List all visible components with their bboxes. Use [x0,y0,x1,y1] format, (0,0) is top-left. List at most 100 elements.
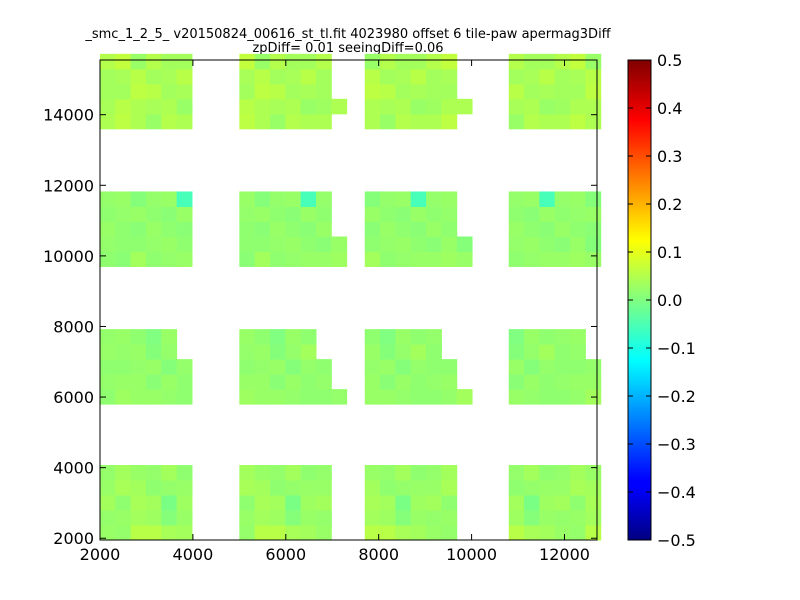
colorbar-tick-label: −0.4 [657,483,696,502]
heatmap-cell [115,329,132,345]
heatmap-cell [524,68,540,85]
heatmap-cell [410,113,427,130]
heatmap-cell [100,389,116,405]
heatmap-cell [441,510,458,526]
heatmap-cell [539,374,556,390]
heatmap-cell [410,53,427,70]
heatmap-cell [456,98,473,115]
heatmap-cell [161,344,178,360]
heatmap-cell [380,510,396,526]
heatmap-cell [508,465,525,481]
heatmap-cell [524,83,540,100]
heatmap-cell [239,525,256,541]
heatmap-cell [426,83,442,100]
heatmap-cell [100,191,116,207]
heatmap-cell [315,389,332,405]
heatmap-cell [239,495,256,511]
heatmap-cell [161,251,178,267]
heatmap-cell [539,251,556,267]
heatmap-cell [100,236,116,252]
heatmap-cell [100,510,116,526]
heatmap-cell [539,465,556,481]
heatmap-cell [115,83,132,100]
heatmap-cell [524,495,540,511]
heatmap-cell [161,525,178,541]
heatmap-cell [300,525,317,541]
heatmap-cell [585,68,602,85]
colorbar-tick-label: −0.1 [657,339,696,358]
heatmap-cell [554,98,571,115]
heatmap-cell [508,236,525,252]
heatmap-cell [395,68,412,85]
heatmap-cell [145,53,162,70]
heatmap-cell [364,359,381,375]
heatmap-cell [115,374,132,390]
heatmap-cell [508,389,525,405]
heatmap-cell [395,113,412,130]
heatmap-cell [300,206,317,222]
heatmap-cell [524,98,540,115]
heatmap-cell [130,465,147,481]
heatmap-cell [395,480,412,496]
heatmap-cell [145,480,162,496]
heatmap-cell [254,206,271,222]
heatmap-cell [145,495,162,511]
heatmap-cell [395,510,412,526]
heatmap-cell [508,495,525,511]
heatmap-cell [539,206,556,222]
heatmap-cell [554,510,571,526]
heatmap-cell [176,495,193,511]
heatmap-cell [100,329,116,345]
heatmap-cell [161,221,178,237]
heatmap-cell [508,344,525,360]
heatmap-cell [410,374,427,390]
heatmap-cell [176,510,193,526]
heatmap-cells [100,53,602,541]
heatmap-cell [410,236,427,252]
heatmap-cell [554,480,571,496]
heatmap-cell [508,53,525,70]
heatmap-cell [441,465,458,481]
heatmap-cell [441,98,458,115]
heatmap-cell [380,344,396,360]
heatmap-cell [539,495,556,511]
heatmap-cell [426,329,442,345]
heatmap-cell [524,465,540,481]
heatmap-cell [254,344,271,360]
heatmap-cell [554,374,571,390]
heatmap-cell [270,495,286,511]
heatmap-cell [130,68,147,85]
heatmap-cell [426,525,442,541]
heatmap-cell [300,83,317,100]
heatmap-cell [554,236,571,252]
heatmap-cell [254,113,271,130]
heatmap-cell [441,221,458,237]
heatmap-cell [130,83,147,100]
heatmap-cell [395,465,412,481]
heatmap-cell [554,344,571,360]
heatmap-cell [239,206,256,222]
heatmap-cell [508,98,525,115]
heatmap-cell [364,525,381,541]
heatmap-cell [176,98,193,115]
heatmap-cell [524,251,540,267]
heatmap-cell [539,344,556,360]
heatmap-cell [508,68,525,85]
heatmap-cell [130,206,147,222]
heatmap-cell [130,480,147,496]
heatmap-cell [176,206,193,222]
heatmap-cell [285,68,302,85]
heatmap-cell [364,374,381,390]
heatmap-cell [524,53,540,70]
heatmap-cell [524,221,540,237]
heatmap-cell [539,236,556,252]
heatmap-cell [364,191,381,207]
heatmap-cell [380,236,396,252]
heatmap-cell [426,236,442,252]
heatmap-cell [524,191,540,207]
heatmap-cell [300,53,317,70]
heatmap-cell [176,236,193,252]
heatmap-cell [570,206,586,222]
heatmap-cell [239,480,256,496]
plot-frame [99,59,598,541]
